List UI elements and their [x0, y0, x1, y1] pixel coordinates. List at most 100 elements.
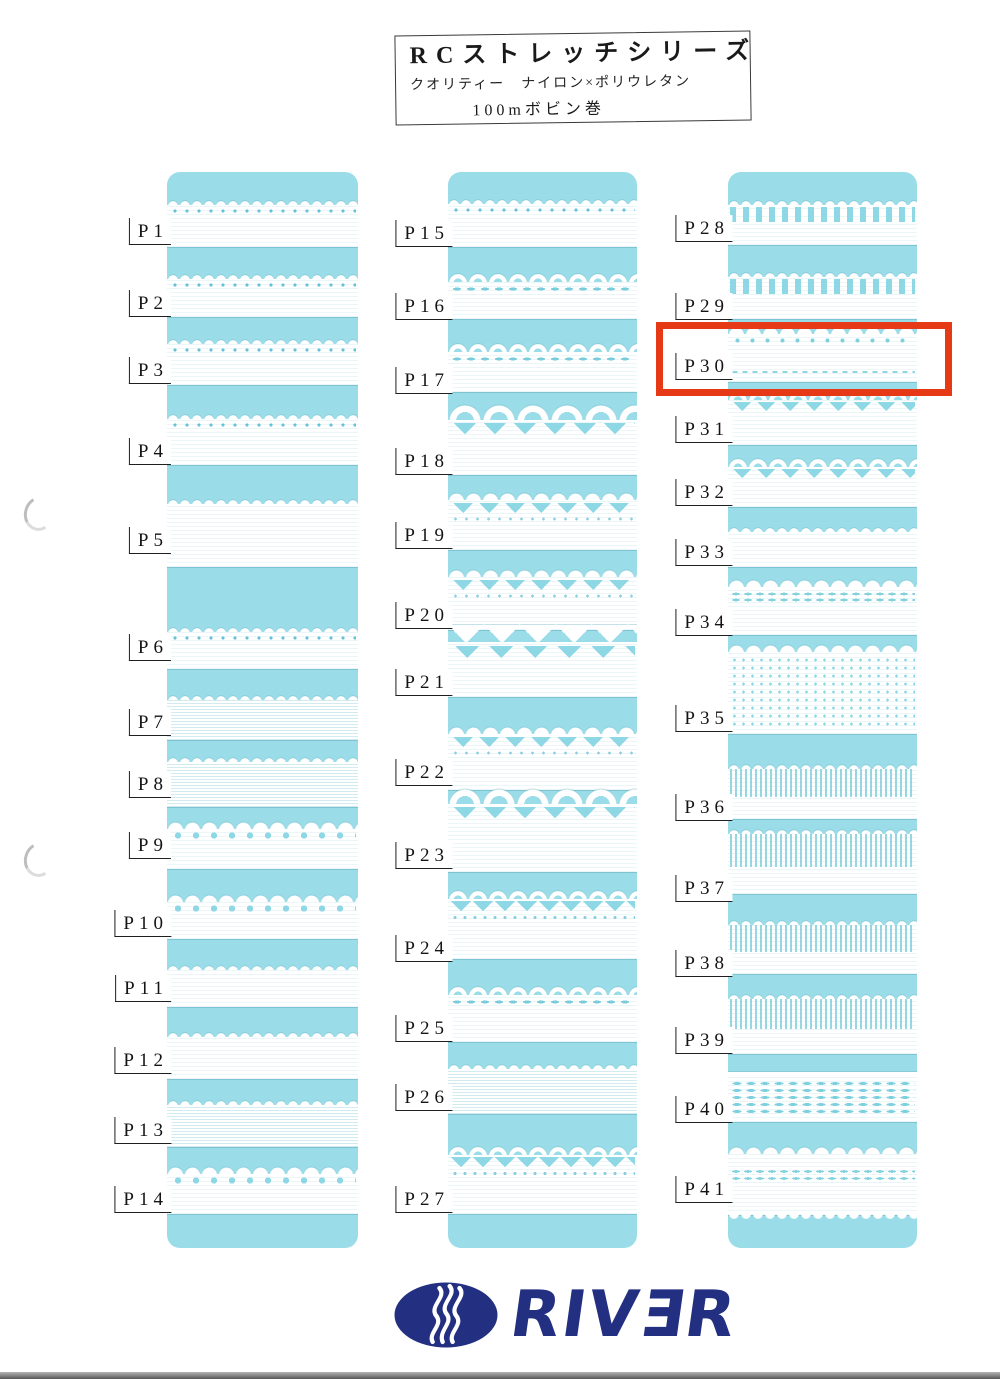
sample-strip-p40 [728, 1072, 917, 1122]
sample-strip-p12 [167, 1028, 358, 1079]
sample-strip-p15 [448, 195, 637, 247]
sample-strip-p25 [448, 982, 637, 1042]
sample-label-p35: P35 [675, 705, 732, 732]
lace-band-p11 [167, 970, 358, 1007]
sample-strip-p19 [448, 488, 637, 550]
lace-band-p25 [448, 995, 637, 1042]
sample-label-p40: P40 [675, 1096, 732, 1123]
sample-label-p31: P31 [675, 416, 732, 443]
logo-text-reversed-e: E [634, 1278, 691, 1352]
sample-label-p7: P7 [128, 709, 171, 736]
sample-strip-p37 [728, 825, 917, 894]
sample-strip-p18 [448, 401, 637, 475]
lace-edge-p16 [448, 269, 637, 283]
sample-label-p39: P39 [675, 1027, 732, 1054]
sample-strip-p14 [167, 1162, 358, 1214]
river-logo: RIVER [394, 1278, 742, 1352]
logo-text-prefix: RIV [505, 1278, 645, 1352]
lace-edge-p36 [728, 760, 917, 770]
sample-strip-p4 [167, 410, 358, 465]
lace-band-p37 [728, 834, 917, 894]
lace-edge-p2 [167, 270, 358, 280]
river-logo-text: RIVER [506, 1278, 742, 1352]
sample-label-p23: P23 [395, 842, 452, 869]
lace-band-p3 [167, 344, 358, 385]
lace-edge-p34 [728, 575, 917, 588]
lace-band-p14 [167, 1174, 358, 1214]
sample-label-p19: P19 [395, 522, 452, 549]
sample-label-p20: P20 [395, 602, 452, 629]
sample-column-3 [728, 172, 917, 1248]
lace-band-p32 [728, 467, 917, 507]
lace-edge-p20 [448, 565, 637, 578]
lace-band-p28 [728, 205, 917, 245]
sample-strip-p32 [728, 454, 917, 507]
lace-band-p22 [448, 734, 637, 790]
sample-label-p9: P9 [128, 832, 171, 859]
lace-edge-p39 [728, 990, 917, 1000]
sample-strip-p39 [728, 990, 917, 1054]
sample-strip-p13 [167, 1096, 358, 1147]
highlight-box-p30 [656, 322, 952, 396]
sample-strip-p23 [448, 785, 637, 872]
sample-label-p28: P28 [675, 215, 732, 242]
sample-strip-p21 [448, 625, 637, 697]
logo-text-suffix: R [680, 1278, 742, 1352]
punch-hole-top [19, 492, 60, 535]
sample-strip-p9 [167, 817, 358, 869]
sample-label-p27: P27 [395, 1186, 452, 1213]
lace-edge-p4 [167, 410, 358, 420]
lace-band-p18 [448, 420, 637, 475]
lace-band-p34 [728, 587, 917, 635]
sample-column-1 [167, 172, 358, 1248]
lace-edge-p8 [167, 753, 358, 763]
lace-edge-p11 [167, 961, 358, 971]
scan-bottom-edge [0, 1372, 1000, 1379]
lace-band-p5 [167, 504, 358, 567]
sample-strip-p10 [167, 890, 358, 939]
lace-band-p15 [448, 204, 637, 247]
lace-bedge-p41 [728, 1214, 917, 1223]
sample-strip-p41 [728, 1142, 917, 1223]
sample-label-p12: P12 [114, 1047, 171, 1074]
sample-strip-p6 [167, 623, 358, 669]
lace-edge-p37 [728, 825, 917, 835]
sample-strip-p16 [448, 269, 637, 319]
lace-edge-p5 [167, 495, 358, 505]
sample-strip-p17 [448, 339, 637, 392]
lace-edge-p38 [728, 916, 917, 926]
sample-strip-p38 [728, 916, 917, 974]
sample-label-p6: P6 [128, 634, 171, 661]
sample-strip-p2 [167, 270, 358, 317]
sample-label-p4: P4 [128, 438, 171, 465]
sample-label-p38: P38 [675, 950, 732, 977]
lace-band-p33 [728, 532, 917, 567]
lace-edge-p41 [728, 1142, 917, 1155]
sample-label-p14: P14 [114, 1186, 171, 1213]
lace-edge-p18 [448, 401, 637, 421]
sample-label-p26: P26 [395, 1084, 452, 1111]
sample-strip-p5 [167, 495, 358, 567]
sample-label-p1: P1 [128, 218, 171, 245]
lace-band-p36 [728, 769, 917, 819]
sample-strip-p7 [167, 691, 358, 740]
lace-band-p24 [448, 899, 637, 959]
lace-edge-p26 [448, 1060, 637, 1070]
sample-label-p30: P30 [675, 353, 732, 380]
sample-label-p10: P10 [114, 910, 171, 937]
sample-strip-p8 [167, 753, 358, 807]
lace-edge-p12 [167, 1028, 358, 1038]
lace-band-p17 [448, 352, 637, 392]
lace-edge-p32 [728, 454, 917, 468]
winding-line: 100mボビン巻 [472, 100, 606, 120]
lace-edge-p29 [728, 268, 917, 278]
lace-edge-p24 [448, 886, 637, 900]
sample-strip-p34 [728, 575, 917, 635]
sample-column-2 [448, 172, 637, 1248]
sample-label-p8: P8 [128, 771, 171, 798]
sample-label-p32: P32 [675, 479, 732, 506]
lace-band-p7 [167, 700, 358, 740]
lace-band-p1 [167, 205, 358, 247]
lace-edge-p3 [167, 335, 358, 345]
